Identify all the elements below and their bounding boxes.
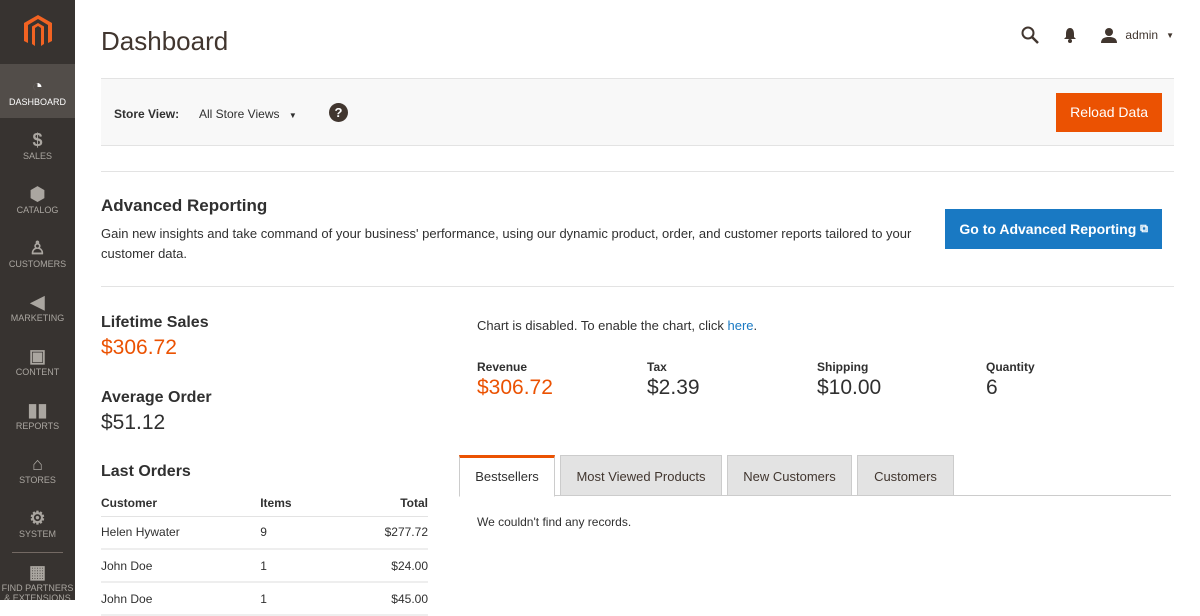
col-total: Total bbox=[340, 490, 428, 517]
shipping-value: $10.00 bbox=[817, 376, 882, 399]
sidebar-item-marketing[interactable]: ◀ MARKETING bbox=[10, 292, 65, 323]
gear-icon: ⚙ bbox=[29, 508, 46, 528]
cell-items: 1 bbox=[260, 549, 341, 583]
revenue-value: $306.72 bbox=[477, 376, 553, 399]
shipping-label: Shipping bbox=[817, 360, 869, 374]
average-order-label: Average Order bbox=[101, 389, 212, 406]
cell-items: 1 bbox=[260, 582, 341, 616]
user-menu[interactable]: admin ▼ bbox=[1101, 27, 1174, 43]
no-records-message: We couldn't find any records. bbox=[477, 515, 632, 529]
lifetime-sales-value: $306.72 bbox=[101, 336, 177, 359]
cell-total: $45.00 bbox=[340, 582, 428, 616]
col-customer: Customer bbox=[101, 490, 261, 517]
sidebar: ◔ DASHBOARD $ SALES ⬢ CATALOG ♙ CUSTOMERS ◀ M… bbox=[0, 0, 75, 600]
col-items: Items bbox=[260, 490, 341, 517]
external-link-icon: ⧉ bbox=[1140, 223, 1148, 235]
person-icon: ♙ bbox=[29, 238, 46, 258]
sidebar-item-system[interactable]: ⚙ SYSTEM bbox=[18, 508, 56, 539]
user-icon bbox=[1101, 28, 1118, 43]
cell-customer: Helen Hywater bbox=[101, 516, 261, 550]
chart-message-text: Chart is disabled. To enable the chart, … bbox=[477, 318, 728, 333]
lifetime-sales-label: Lifetime Sales bbox=[101, 314, 209, 331]
tax-total: Tax $2.39 bbox=[647, 360, 700, 400]
last-orders-table: Customer Items Total Helen Hywater 9 $277.72… bbox=[101, 490, 428, 616]
revenue-total: Revenue $306.72 bbox=[477, 360, 553, 400]
table-row[interactable]: Helen Hywater 9 $277.72 bbox=[101, 516, 428, 550]
cell-total: $24.00 bbox=[340, 549, 428, 583]
store-view-select[interactable]: All Store Views ▼ bbox=[199, 107, 297, 121]
bar-chart-icon: ▮▮ bbox=[27, 400, 48, 420]
tab-bestsellers[interactable]: Bestsellers bbox=[459, 455, 555, 497]
store-view-value: All Store Views bbox=[199, 107, 280, 121]
go-to-advanced-reporting-button[interactable]: Go to Advanced Reporting ⧉ bbox=[945, 209, 1162, 249]
tax-label: Tax bbox=[647, 360, 667, 374]
chevron-down-icon: ▼ bbox=[1166, 30, 1174, 40]
quantity-value: 6 bbox=[986, 376, 998, 399]
divider bbox=[101, 286, 1174, 287]
chart-message-period: . bbox=[753, 318, 758, 333]
average-order-value: $51.12 bbox=[101, 411, 166, 434]
sidebar-item-dashboard[interactable]: ◔ DASHBOARD bbox=[0, 64, 75, 118]
layout-icon: ▣ bbox=[28, 346, 46, 366]
box-icon: ⬢ bbox=[29, 184, 46, 204]
dollar-icon: $ bbox=[32, 130, 43, 150]
tab-new-customers[interactable]: New Customers bbox=[727, 455, 852, 496]
store-view-label: Store View: bbox=[114, 107, 180, 121]
shipping-total: Shipping $10.00 bbox=[817, 360, 881, 400]
cell-total: $277.72 bbox=[340, 516, 428, 550]
sidebar-item-reports[interactable]: ▮▮ REPORTS bbox=[15, 400, 60, 431]
dashboard-gauge-icon: ◔ bbox=[32, 76, 43, 96]
reload-data-button[interactable]: Reload Data bbox=[1056, 93, 1162, 132]
sidebar-item-customers[interactable]: ♙ CUSTOMERS bbox=[8, 238, 67, 269]
table-row[interactable]: John Doe 1 $24.00 bbox=[101, 549, 428, 583]
advanced-reporting-text: Gain new insights and take command of yo… bbox=[101, 226, 912, 261]
dashboard-tabs: Bestsellers Most Viewed Products New Cus… bbox=[459, 455, 1171, 497]
caret-down-icon: ▼ bbox=[288, 111, 297, 120]
enable-chart-link[interactable]: here bbox=[727, 318, 754, 333]
cell-items: 9 bbox=[260, 516, 341, 550]
sidebar-item-catalog[interactable]: ⬢ CATALOG bbox=[16, 184, 59, 215]
chart-disabled-message: Chart is disabled. To enable the chart, … bbox=[477, 318, 757, 333]
cell-customer: John Doe bbox=[101, 549, 261, 583]
sidebar-item-stores[interactable]: ⌂ STORES bbox=[19, 454, 56, 485]
search-icon[interactable] bbox=[1021, 26, 1040, 44]
magento-logo-icon bbox=[23, 15, 52, 46]
help-icon[interactable]: ? bbox=[329, 103, 348, 122]
store-view-bar: Store View: All Store Views ▼ ? Reload D… bbox=[101, 78, 1174, 146]
last-orders-title: Last Orders bbox=[101, 463, 191, 480]
table-row[interactable]: John Doe 1 $45.00 bbox=[101, 582, 428, 616]
header-actions: admin ▼ bbox=[1021, 26, 1174, 44]
cell-customer: John Doe bbox=[101, 582, 261, 616]
advanced-reporting-title: Advanced Reporting bbox=[101, 196, 268, 215]
sidebar-item-find-partners[interactable]: ▦ FIND PARTNERS & EXTENSIONS bbox=[1, 562, 74, 600]
tab-most-viewed-products[interactable]: Most Viewed Products bbox=[560, 455, 722, 496]
quantity-total: Quantity 6 bbox=[986, 360, 1035, 400]
quantity-label: Quantity bbox=[986, 360, 1035, 374]
sidebar-item-content[interactable]: ▣ CONTENT bbox=[15, 346, 60, 377]
lego-brick-icon: ▦ bbox=[28, 562, 46, 582]
revenue-label: Revenue bbox=[477, 360, 528, 374]
divider bbox=[101, 171, 1174, 172]
bell-icon[interactable] bbox=[1063, 27, 1077, 43]
tax-value: $2.39 bbox=[647, 376, 700, 399]
sidebar-item-sales[interactable]: $ SALES bbox=[22, 130, 53, 161]
storefront-icon: ⌂ bbox=[32, 454, 43, 474]
page-title: Dashboard bbox=[101, 26, 229, 56]
user-name: admin bbox=[1125, 28, 1159, 42]
magento-logo[interactable] bbox=[0, 0, 75, 64]
button-label: Go to Advanced Reporting bbox=[959, 221, 1137, 237]
megaphone-icon: ◀ bbox=[30, 292, 45, 312]
sidebar-divider bbox=[12, 552, 63, 553]
tab-customers[interactable]: Customers bbox=[857, 455, 954, 496]
